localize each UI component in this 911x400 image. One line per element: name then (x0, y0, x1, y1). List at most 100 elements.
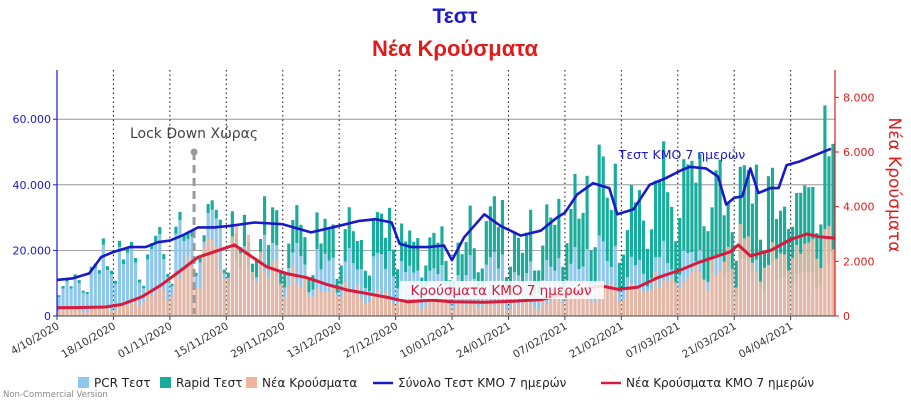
cases-bar (460, 301, 464, 316)
rapid-bar (279, 271, 283, 286)
cases-bar (521, 298, 525, 316)
cases-bar (287, 285, 291, 316)
cases-bar (601, 282, 605, 316)
pcr-bar (150, 249, 154, 316)
rapid-bar (730, 232, 734, 284)
cases-bar (500, 301, 505, 316)
rapid-bar (674, 241, 678, 285)
pcr-bar (452, 296, 456, 316)
cases-bar (823, 228, 827, 316)
rapid-bar (766, 176, 771, 265)
lockdown-dot (190, 148, 198, 156)
rapid-bar (589, 250, 593, 285)
cases-bar (339, 296, 343, 316)
cases-bar (428, 301, 432, 316)
rapid-bar (799, 192, 803, 274)
pcr-bar (504, 295, 509, 316)
pcr-bar (77, 283, 81, 316)
cases-bar (335, 295, 339, 316)
pcr-bar (146, 259, 150, 316)
cases-bar (516, 305, 521, 316)
rapid-bar (774, 219, 779, 282)
rapid-bar (686, 164, 690, 254)
cases-bar (142, 301, 146, 316)
cases-bar (73, 308, 77, 316)
cases-bar (311, 296, 315, 316)
pcr-bar (109, 274, 113, 316)
cases-bar (210, 239, 214, 316)
cases-bar (93, 307, 97, 316)
rapid-bar (117, 240, 122, 247)
pcr-bar (65, 281, 69, 316)
cases-bar (710, 259, 714, 316)
pcr-bar (113, 283, 118, 316)
rapid-bar (492, 196, 496, 252)
rapid-bar (694, 182, 698, 262)
cases-bar (738, 223, 742, 316)
pcr-bar (476, 292, 480, 316)
rapid-bar (299, 224, 303, 257)
rapid-bar (670, 206, 674, 270)
rapid-bar (375, 212, 380, 253)
cases-bar (351, 292, 355, 316)
rapid-bar (742, 165, 746, 259)
cases-bar (355, 285, 359, 316)
x-tick-label: 24/01/2021 (455, 320, 513, 361)
cases-bar (279, 283, 283, 316)
cases-bar (779, 253, 783, 316)
pcr-bar (347, 248, 351, 316)
pcr-bar (117, 246, 122, 316)
rapid-bar (545, 204, 549, 260)
rapid-bar (428, 237, 432, 271)
rapid-bar (371, 218, 376, 257)
pcr-bar (371, 256, 376, 316)
credit-text: Non-Commercial Version (3, 390, 108, 400)
cases-bar (537, 309, 541, 316)
cases-bar (444, 302, 448, 316)
cases-bar (206, 237, 210, 316)
rapid-bar (408, 230, 412, 266)
cases-bar (271, 262, 275, 316)
cases-bar (238, 253, 242, 316)
chart-title: Τεστ (433, 5, 479, 28)
cases-bar (166, 300, 170, 316)
rapid-bar (331, 224, 335, 258)
cases-bar (134, 297, 138, 316)
legend-swatch (160, 377, 171, 388)
rapid-bar (182, 234, 186, 242)
rapid-bar (758, 239, 762, 288)
cases-bar (597, 284, 601, 316)
rapid-bar (150, 243, 154, 250)
pcr-bar (537, 292, 541, 316)
x-tick-label: 10/01/2021 (398, 320, 456, 361)
rapid-bar (379, 213, 384, 255)
cases-bar (258, 251, 263, 316)
pcr-bar (396, 288, 400, 316)
rapid-bar (121, 259, 126, 264)
cases-bar (545, 303, 549, 316)
cases-bar (343, 281, 347, 316)
rapid-bar (198, 257, 202, 263)
rapid-bar (460, 254, 464, 282)
rapid-bar (392, 249, 396, 277)
cases-bar (670, 277, 674, 316)
right-tick-label: 2.000 (843, 255, 875, 268)
rapid-bar (162, 254, 166, 260)
rapid-bar (85, 292, 89, 295)
cases-bar (416, 298, 420, 316)
rapid-bar (750, 203, 754, 274)
cases-bar (746, 236, 750, 316)
cases-bar (158, 284, 162, 316)
cases-bar (605, 285, 609, 316)
cases-bar (682, 282, 686, 316)
rapid-bar (714, 170, 718, 259)
cases-bar (742, 238, 746, 316)
cases-bar (375, 290, 380, 316)
cases-bar (130, 302, 134, 316)
rapid-bar (529, 209, 533, 262)
rapid-bar (496, 226, 500, 269)
rapid-bar (291, 220, 295, 253)
cases-bar (734, 287, 738, 316)
pcr-bar (295, 243, 299, 316)
cases-bar (468, 301, 472, 316)
